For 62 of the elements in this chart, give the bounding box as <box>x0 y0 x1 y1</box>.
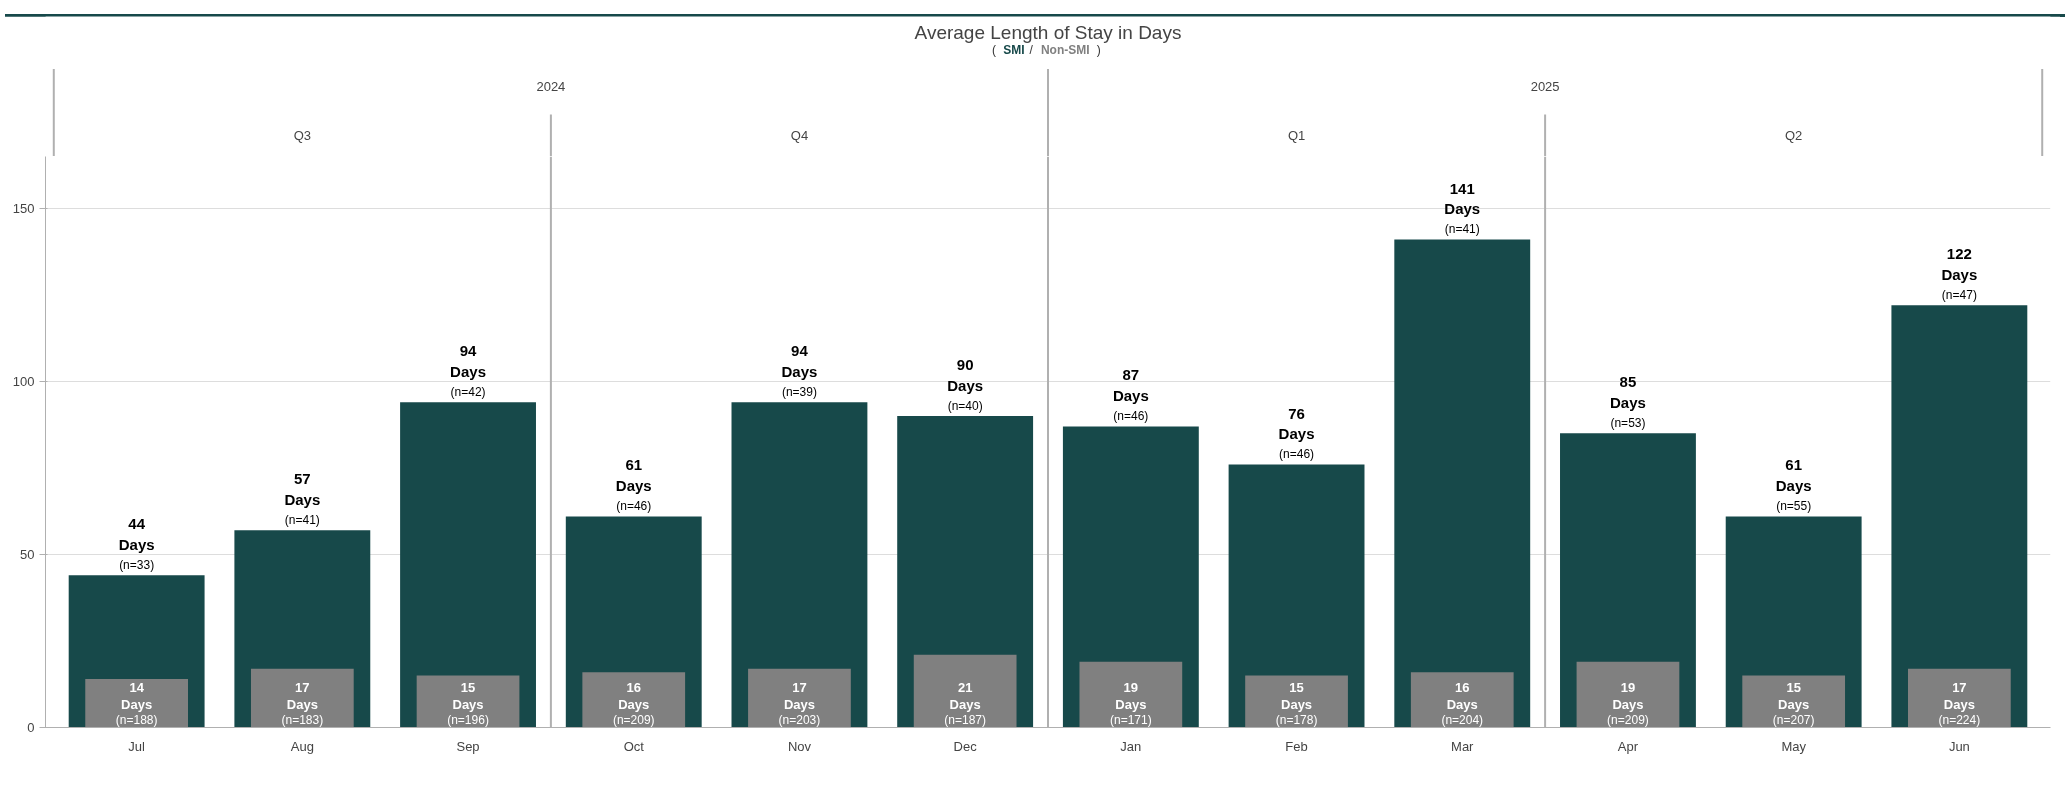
data-label: 15 Days (n=207) <box>1772 680 1815 728</box>
y-tick-label: 100 <box>12 373 35 389</box>
bar <box>1394 239 1531 728</box>
data-label: 17 Days (n=183) <box>281 680 324 728</box>
text: Non-SMI <box>1040 42 1090 57</box>
data-label: 19 Days (n=209) <box>1607 680 1649 728</box>
bar <box>748 668 851 728</box>
data-label: 141 Days (n=41) <box>1444 179 1481 237</box>
data-label: 14 Days (n=188) <box>115 680 158 728</box>
data-label: 21 Days (n=187) <box>944 680 986 728</box>
text: Q4 <box>790 128 809 143</box>
data-label: 44 Days (n=33) <box>118 515 155 573</box>
data-label: 61 Days (n=55) <box>1775 456 1812 514</box>
data-label: 85 Days (n=53) <box>1610 373 1646 431</box>
data-label: 76 Days (n=46) <box>1278 404 1315 462</box>
bar <box>1079 661 1183 728</box>
data-label: 94 Days (n=42) <box>450 342 486 400</box>
data-label: 61 Days (n=46) <box>615 456 652 514</box>
x-tick-label: Dec <box>953 738 978 754</box>
data-label: 17 Days (n=203) <box>778 680 821 728</box>
x-tick-label: Feb <box>1285 738 1308 754</box>
text: ) <box>1096 42 1101 57</box>
y-tick-label: 0 <box>27 720 35 735</box>
data-label: 94 Days (n=39) <box>781 342 818 400</box>
x-tick-label: Apr <box>1617 738 1639 754</box>
data-label: 16 Days (n=209) <box>612 680 655 728</box>
data-label: 15 Days (n=178) <box>1275 680 1318 728</box>
data-label: 87 Days (n=46) <box>1112 366 1149 424</box>
bar <box>400 402 536 728</box>
x-tick-label: Nov <box>787 738 812 754</box>
bar <box>913 654 1017 728</box>
y-tick-label: 150 <box>12 200 35 216</box>
x-tick-label: Jan <box>1120 738 1142 754</box>
data-label: 16 Days (n=204) <box>1441 680 1484 728</box>
x-tick-label: Jun <box>1948 738 1970 754</box>
x-tick-label: Mar <box>1451 738 1475 754</box>
data-label: 90 Days (n=40) <box>947 356 984 413</box>
y-tick-label: 50 <box>20 546 35 562</box>
data-label: 17 Days (n=224) <box>1938 680 1981 728</box>
x-tick-label: Aug <box>290 738 314 754</box>
bar <box>250 668 354 728</box>
x-tick-label: May <box>1781 738 1807 754</box>
data-label: 57 Days (n=41) <box>284 470 321 528</box>
data-label: 122 Days (n=47) <box>1941 245 1978 303</box>
text: Q2 <box>1784 128 1803 143</box>
text: 2025 <box>1530 79 1560 94</box>
text: Q3 <box>293 128 312 143</box>
text: / <box>1029 42 1034 57</box>
text: ( <box>991 42 996 57</box>
data-label: 19 Days (n=171) <box>1110 680 1152 728</box>
bar <box>1410 672 1514 728</box>
chart-title: Average Length of Stay in Days <box>914 21 1182 43</box>
bar <box>582 672 686 728</box>
text: 2024 <box>536 79 566 94</box>
x-tick-label: Oct <box>623 738 645 754</box>
bar <box>1576 661 1680 728</box>
text: SMI <box>1003 42 1025 57</box>
x-tick-label: Sep <box>456 738 480 754</box>
x-tick-label: Jul <box>128 738 146 754</box>
bar <box>1908 668 2011 728</box>
text: Q1 <box>1287 128 1306 143</box>
data-label: 15 Days (n=196) <box>447 680 489 728</box>
